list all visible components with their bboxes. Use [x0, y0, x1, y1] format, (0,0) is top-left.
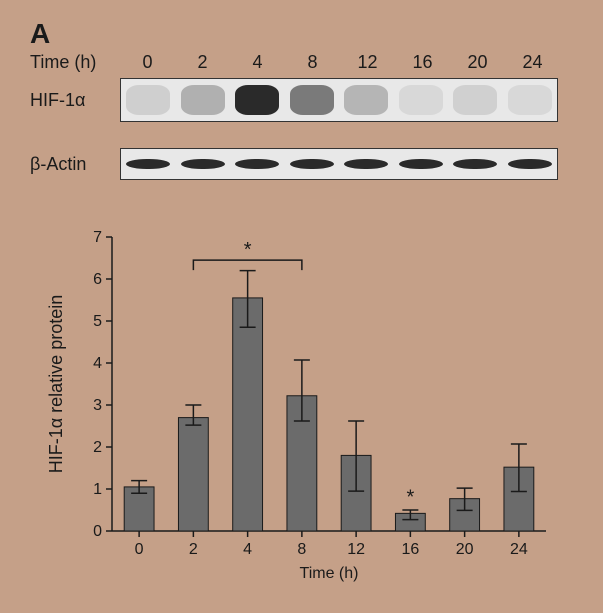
blot-band [508, 85, 552, 114]
x-tick-label: 24 [510, 541, 528, 558]
blot-band [235, 85, 279, 114]
blot-band [508, 159, 552, 170]
time-value: 20 [450, 52, 505, 73]
blot-lane [339, 149, 394, 179]
blot-row-hif1a: HIF-1α [30, 78, 558, 122]
blot-lane [230, 79, 285, 121]
y-tick-label: 5 [93, 313, 102, 330]
blot-lanes [120, 148, 558, 180]
blot-band [453, 159, 497, 170]
x-tick-label: 0 [135, 541, 144, 558]
blot-lane [394, 149, 449, 179]
blot-lane [285, 149, 340, 179]
blot-band [453, 85, 497, 114]
x-tick-label: 16 [401, 541, 419, 558]
y-tick-label: 1 [93, 481, 102, 498]
blot-band [344, 159, 388, 170]
y-axis-label: HIF-1α relative protein [46, 295, 66, 473]
blot-lane [121, 79, 176, 121]
y-tick-label: 4 [93, 355, 102, 372]
blot-lane [448, 79, 503, 121]
blot-band [344, 85, 388, 114]
x-tick-label: 4 [243, 541, 252, 558]
time-value: 0 [120, 52, 175, 73]
blot-lane [176, 79, 231, 121]
blot-lane [230, 149, 285, 179]
blot-lane [503, 79, 558, 121]
y-tick-label: 3 [93, 397, 102, 414]
blot-band [290, 85, 334, 114]
x-tick-label: 8 [297, 541, 306, 558]
blot-lane [176, 149, 231, 179]
time-header: Time (h) 024812162024 [30, 52, 560, 73]
blot-label: HIF-1α [30, 90, 120, 111]
x-tick-label: 2 [189, 541, 198, 558]
time-value: 8 [285, 52, 340, 73]
blot-lane [448, 149, 503, 179]
chart-bar [178, 418, 208, 531]
time-values: 024812162024 [120, 52, 560, 73]
significance-star: * [406, 487, 414, 509]
blot-band [181, 85, 225, 114]
time-value: 2 [175, 52, 230, 73]
x-axis-label: Time (h) [300, 565, 359, 582]
time-value: 4 [230, 52, 285, 73]
time-axis-label: Time (h) [30, 52, 120, 73]
time-value: 24 [505, 52, 560, 73]
panel-label: A [30, 18, 50, 50]
blot-band [126, 85, 170, 114]
blot-lane [394, 79, 449, 121]
bar-chart: 01234567024812162024Time (h)HIF-1α relat… [40, 225, 560, 585]
blot-lane [121, 149, 176, 179]
x-tick-label: 12 [347, 541, 365, 558]
blot-band [181, 159, 225, 170]
x-tick-label: 20 [456, 541, 474, 558]
chart-bar [233, 298, 263, 531]
blot-lane [503, 149, 558, 179]
blot-lane [285, 79, 340, 121]
blot-lane [339, 79, 394, 121]
blot-lanes [120, 78, 558, 122]
blot-band [235, 159, 279, 170]
blot-label: β-Actin [30, 154, 120, 175]
significance-bracket [193, 260, 302, 270]
y-tick-label: 7 [93, 229, 102, 246]
blot-band [290, 159, 334, 170]
y-tick-label: 0 [93, 523, 102, 540]
y-tick-label: 2 [93, 439, 102, 456]
time-value: 12 [340, 52, 395, 73]
blot-row-actin: β-Actin [30, 148, 558, 180]
time-value: 16 [395, 52, 450, 73]
blot-band [399, 85, 443, 114]
blot-band [399, 159, 443, 170]
significance-star: * [244, 239, 252, 261]
y-tick-label: 6 [93, 271, 102, 288]
blot-band [126, 159, 170, 170]
